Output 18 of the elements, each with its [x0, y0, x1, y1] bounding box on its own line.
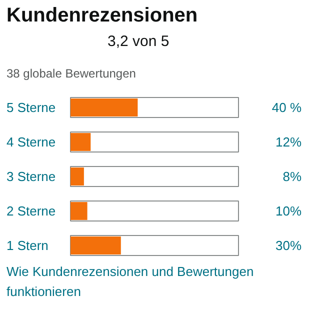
data-label: 30% — [275, 238, 302, 253]
bar — [70, 168, 84, 186]
data-label: 40 % — [272, 100, 302, 115]
chart-title: Kundenrezensionen — [6, 4, 198, 26]
y-tick-label: 5 Sterne — [6, 100, 56, 115]
bar — [70, 236, 121, 254]
data-label: 12% — [275, 134, 302, 150]
bar — [70, 133, 91, 151]
bar — [70, 202, 88, 220]
y-tick-label: 2 Sterne — [6, 204, 56, 218]
data-label: 8% — [282, 169, 302, 184]
y-tick-label: 3 Sterne — [6, 169, 56, 184]
chart-subtitle: 3,2 von 5 — [108, 33, 170, 50]
y-tick-label: 4 Sterne — [6, 134, 56, 150]
text: Wie Kundenrezensionen und Bewertungen funktionieren — [6, 264, 254, 300]
text: 38 globale Bewertungen — [6, 66, 136, 80]
data-label: 10% — [275, 204, 302, 218]
y-tick-label: 1 Stern — [6, 238, 48, 253]
